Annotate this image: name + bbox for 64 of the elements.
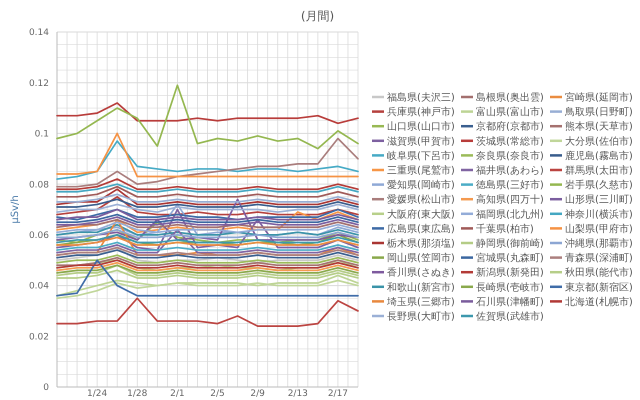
legend-label: 長野県(大町市) [387, 310, 455, 322]
x-tick-label: 1/28 [127, 389, 148, 399]
legend-label: 神奈川(横浜市) [565, 208, 633, 220]
legend-label: 山形県(三川町) [565, 194, 633, 206]
legend-label: 静岡県(御前崎) [476, 238, 544, 250]
legend-label: 山口県(山口市) [387, 120, 455, 133]
legend-label: 沖縄県(那覇市) [565, 238, 633, 250]
legend-label: 和歌山(新宮市) [387, 281, 455, 294]
legend-label: 鹿児島(霧島市) [565, 150, 633, 162]
legend-label: 兵庫県(神戸市) [387, 106, 455, 118]
legend-label: 滋賀県(甲賀市) [387, 135, 455, 148]
legend-label: 岐阜県(下呂市) [387, 150, 455, 162]
legend-label: 青森県(深浦町) [565, 252, 633, 264]
legend-label: 愛知県(岡崎市) [387, 179, 455, 192]
legend-label: 大阪府(東大阪) [387, 208, 455, 220]
legend-label: 宮崎県(延岡市) [565, 92, 633, 104]
legend-label: 京都府(京都市) [476, 120, 544, 133]
y-axis-title: μSv/h [10, 195, 21, 224]
legend-label: 千葉県(柏市) [476, 222, 534, 235]
x-tick-label: 2/5 [210, 389, 225, 399]
legend-label: 山梨県(甲府市) [565, 222, 633, 235]
y-tick-label: 0.02 [28, 332, 49, 342]
legend-label: 石川県(津幡町) [476, 296, 544, 308]
legend-label: 福島県(夫沢三) [387, 92, 455, 104]
legend-label: 秋田県(能代市) [565, 266, 633, 279]
legend-label: 長崎県(壱岐市) [476, 281, 544, 294]
legend-label: 広島県(東広島) [387, 222, 455, 235]
legend-label: 島根県(奥出雲) [476, 92, 544, 104]
x-tick-label: 2/17 [328, 389, 348, 399]
y-tick-label: 0.04 [28, 282, 50, 292]
legend-label: 愛媛県(松山市) [387, 194, 455, 206]
legend-label: 福井県(あわら) [476, 164, 544, 176]
legend-label: 埼玉県(三郷市) [386, 296, 455, 308]
legend-label: 熊本県(天草市) [565, 120, 633, 133]
legend-label: 岩手県(久慈市) [565, 179, 633, 192]
legend-label: 宮城県(丸森町) [476, 252, 544, 264]
y-tick-label: 0.06 [28, 231, 50, 242]
y-tick-label: 0.1 [34, 130, 49, 140]
x-tick-label: 2/9 [250, 389, 266, 399]
y-tick-label: 0.08 [28, 180, 50, 190]
legend-label: 東京都(新宿区) [565, 281, 633, 294]
legend-label: 三重県(尾鷲市) [387, 164, 455, 176]
y-tick-label: 0.12 [28, 78, 49, 89]
legend-label: 佐賀県(武雄市) [476, 310, 544, 322]
legend-label: 群馬県(太田市) [565, 164, 633, 176]
legend-label: 高知県(四万十) [476, 194, 544, 206]
chart-title: (月間) [300, 9, 334, 23]
x-tick-label: 2/13 [288, 389, 308, 399]
y-tick-label: 0.14 [28, 28, 50, 38]
legend-label: 茨城県(常総市) [476, 135, 544, 148]
legend-label: 富山県(富山市) [476, 106, 544, 118]
x-tick-label: 1/24 [87, 389, 108, 399]
legend-label: 福岡県(北九州) [476, 208, 544, 220]
legend-label: 香川県(さぬき) [387, 266, 455, 279]
legend-label: 北海道(札幌市) [565, 296, 633, 308]
legend-label: 奈良県(奈良市) [476, 150, 544, 162]
legend-label: 岡山県(笠岡市) [387, 252, 455, 264]
legend-label: 徳島県(三好市) [476, 179, 544, 192]
legend-label: 新潟県(新発田) [476, 266, 544, 279]
y-tick-label: 0 [43, 383, 50, 394]
legend-label: 鳥取県(日野町) [564, 106, 633, 118]
legend-label: 大分県(佐伯市) [565, 135, 633, 148]
x-tick-label: 2/1 [170, 389, 185, 399]
legend-label: 栃木県(那須塩) [387, 238, 455, 250]
